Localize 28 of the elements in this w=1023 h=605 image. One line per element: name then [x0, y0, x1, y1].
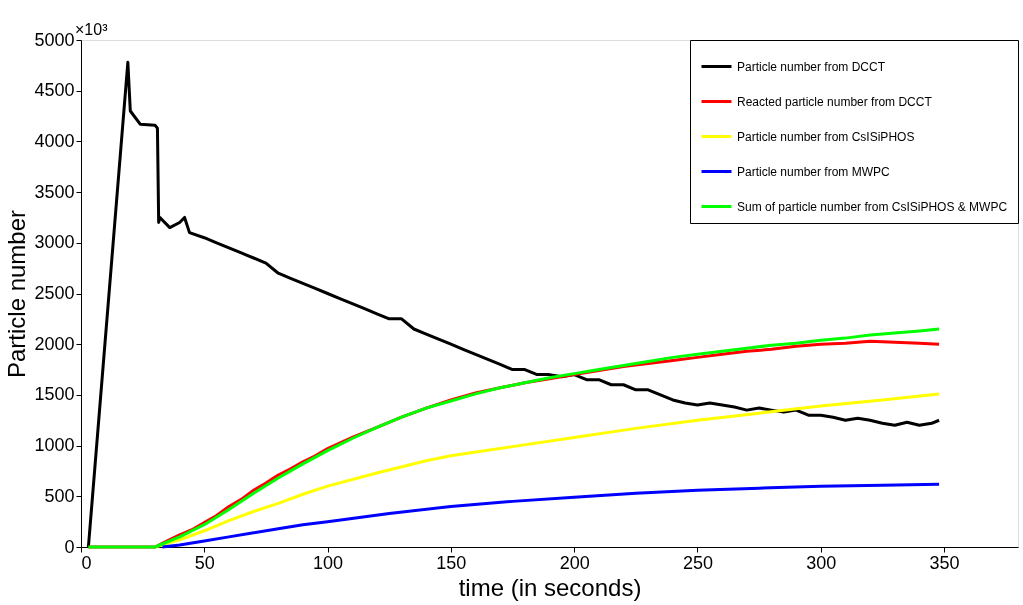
y-tick-label: 2000	[34, 333, 75, 354]
legend-label: Particle number from DCCT	[737, 59, 886, 74]
legend-label: Reacted particle number from DCCT	[737, 94, 933, 109]
x-tick-label: 300	[806, 552, 837, 573]
y-tick-label: 500	[44, 485, 75, 506]
x-tick-label: 250	[682, 552, 713, 573]
y-tick-label: 1500	[34, 384, 75, 405]
legend-label: Sum of particle number from CsISiPHOS & MWPC	[737, 199, 1008, 214]
x-tick-label: 0	[81, 552, 92, 573]
y-tick-label: 5000	[34, 29, 75, 50]
x-tick-label: 150	[436, 552, 467, 573]
y-axis-title: Particle number	[3, 209, 31, 379]
x-tick-label: 200	[559, 552, 590, 573]
legend-label: Particle number from CsISiPHOS	[737, 129, 915, 144]
y-tick-label: 1000	[34, 435, 75, 456]
legend-label: Particle number from MWPC	[737, 164, 891, 179]
x-tick-label: 50	[194, 552, 215, 573]
x-tick-label: 100	[313, 552, 344, 573]
y-tick-label: 3000	[34, 232, 75, 253]
x-tick-label: 350	[929, 552, 960, 573]
line-series	[160, 482, 941, 549]
y-tick-label: 2500	[34, 283, 75, 303]
text: ×10³	[75, 21, 109, 38]
y-tick-label: 4500	[34, 80, 75, 101]
x-axis-title: time (in seconds)	[458, 573, 642, 601]
y-tick-label: 0	[64, 536, 75, 557]
y-tick-label: 3500	[34, 181, 75, 202]
y-tick-label: 4000	[34, 130, 75, 151]
